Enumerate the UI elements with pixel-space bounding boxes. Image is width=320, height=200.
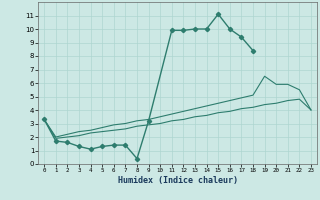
X-axis label: Humidex (Indice chaleur): Humidex (Indice chaleur): [118, 176, 238, 185]
